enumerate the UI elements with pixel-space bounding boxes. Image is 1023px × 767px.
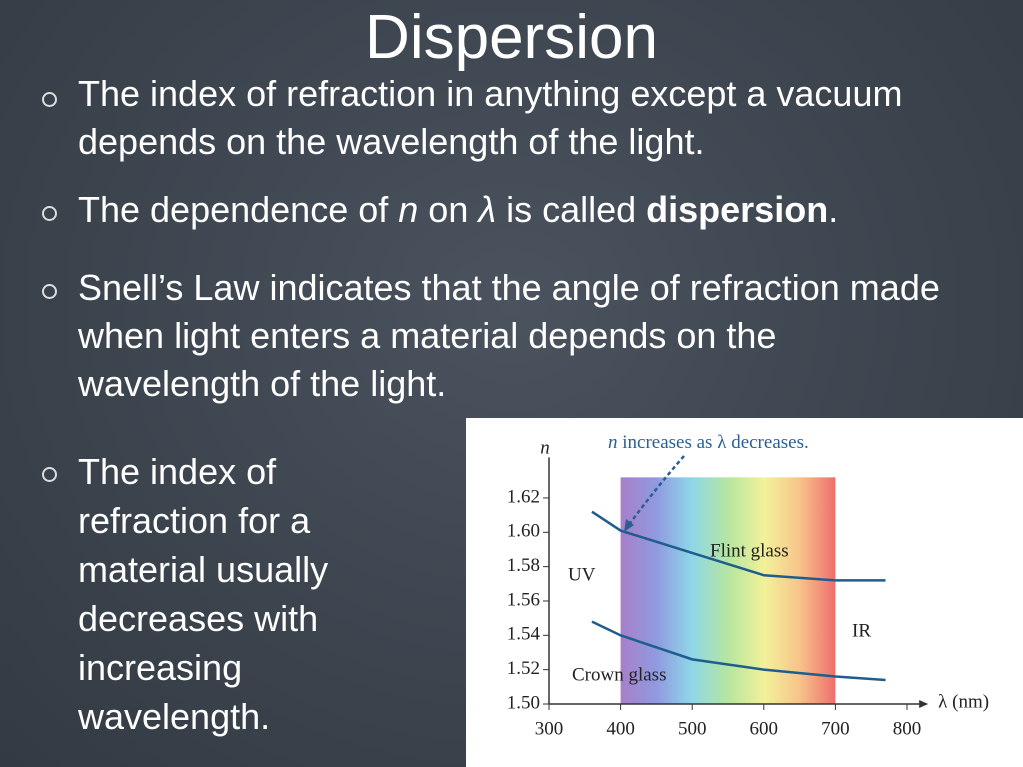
annotation-part: increases as (618, 432, 718, 453)
x-tick-label: 500 (678, 718, 707, 739)
bullet: The index of refraction in anything exce… (78, 73, 903, 162)
x-tick-label: 700 (821, 718, 850, 739)
y-tick-label: 1.58 (507, 555, 540, 576)
y-tick-label: 1.62 (507, 486, 540, 507)
bullet-icon (42, 206, 57, 221)
annotation-part: λ (717, 432, 727, 453)
text: The dependence of (78, 189, 399, 230)
y-axis-label: n (540, 438, 550, 459)
x-tick-label: 300 (535, 718, 564, 739)
annotation-arrow (626, 455, 685, 527)
text: is called (496, 189, 647, 230)
curve-label: Flint glass (710, 540, 789, 561)
text: λ (478, 189, 497, 230)
text: dispersion (646, 189, 829, 230)
bullet: The dependence of n on λ is called dispe… (78, 186, 978, 234)
region-label: IR (852, 620, 871, 641)
annotation: n increases as λ decreases. (608, 432, 809, 453)
annotation-part: n (608, 432, 618, 453)
y-tick-label: 1.56 (507, 589, 540, 610)
curve (591, 620, 886, 682)
x-tick-label: 800 (893, 718, 922, 739)
text: on (418, 189, 479, 230)
bullet-icon (42, 284, 57, 299)
y-tick-label: 1.50 (507, 692, 540, 713)
text: . (828, 189, 839, 230)
chart: 1.50 1.52 1.54 1.56 1.58 1.60 1.62 300 400 500 600… (466, 418, 1023, 767)
annotation-part: decreases. (726, 432, 808, 453)
axis-arrow (919, 700, 929, 708)
bullet-icon (42, 467, 57, 482)
text: n (398, 189, 419, 230)
annotation-arrowhead (624, 519, 634, 532)
region-label: UV (568, 564, 596, 585)
curve (591, 510, 886, 582)
bullet-icon (42, 92, 57, 107)
curve-label: Crown glass (572, 664, 666, 685)
x-tick-label: 400 (606, 718, 635, 739)
visible-band (620, 477, 836, 704)
y-tick-label: 1.60 (507, 521, 540, 542)
bullet: Snell’s Law indicates that the angle of … (78, 267, 940, 404)
bullet: The index of refraction for a material u… (78, 451, 329, 737)
slide-title: Dispersion (365, 3, 658, 72)
x-axis-label: λ (nm) (938, 691, 989, 712)
y-tick-label: 1.54 (507, 624, 541, 645)
y-tick-label: 1.52 (507, 658, 540, 679)
x-tick-label: 600 (750, 718, 779, 739)
